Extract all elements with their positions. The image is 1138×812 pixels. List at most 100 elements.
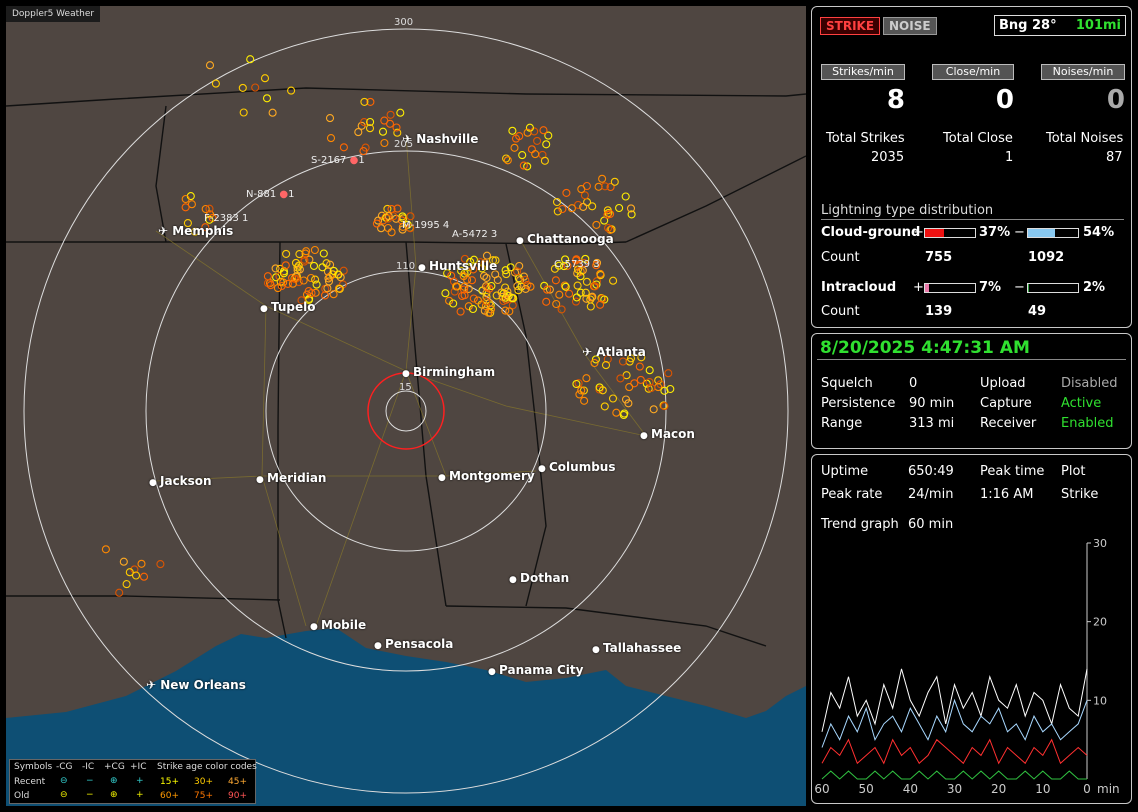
symbol-legend: Symbols -CG -IC +CG +IC Strike age color… [9, 759, 257, 804]
city-label: ● Birmingham [402, 365, 495, 379]
ic-positive-pct: 7% [979, 280, 1002, 295]
city-name: Tupelo [271, 300, 316, 314]
strike-marker [201, 204, 210, 214]
x-tick-label: 60 [814, 782, 829, 796]
strike-marker [579, 202, 588, 211]
storm-label[interactable]: S-2167 ●1 [311, 155, 365, 166]
city-name: Panama City [499, 663, 584, 677]
lightning-map[interactable]: Doppler5 Weather 300 205 110 15 S-2167 ●… [6, 6, 806, 806]
strike-marker [498, 292, 507, 301]
strike-marker [550, 264, 559, 273]
city-dot-icon: ● [418, 263, 429, 273]
ring-110 [265, 270, 547, 552]
storm-label[interactable]: C-5739 3 [554, 259, 600, 270]
strike-marker [467, 276, 477, 285]
strike-marker [441, 289, 450, 298]
strike-marker [567, 204, 576, 213]
strike-marker [615, 203, 624, 213]
strike-marker [515, 261, 524, 271]
strike-marker [659, 401, 668, 410]
storm-label[interactable]: A-5472 3 [452, 229, 498, 240]
ic-minus-sign: − [1014, 280, 1025, 295]
strike-marker [660, 386, 669, 395]
strike-marker [302, 247, 311, 256]
strike-marker [310, 245, 319, 255]
trend-graph-value[interactable]: 60 min [908, 517, 954, 532]
strike-marker [619, 410, 628, 420]
strike-marker [452, 282, 461, 291]
peak-time-label: Peak time [980, 464, 1045, 479]
strike-marker [485, 284, 494, 293]
trend-series-line [821, 770, 1087, 780]
strike-marker [590, 358, 599, 368]
strike-marker [606, 182, 615, 192]
strike-marker [329, 290, 338, 299]
city-label: ● Macon [640, 427, 695, 441]
persistence-label: Persistence [821, 396, 896, 411]
strike-stats-panel: STRIKE NOISE Bng 28° 101mi Strikes/min C… [811, 6, 1132, 328]
legend-minus-ic: -IC [82, 762, 95, 772]
noise-indicator[interactable]: NOISE [883, 17, 937, 35]
legend-old-label: Old [14, 791, 30, 801]
strike-marker [486, 301, 495, 310]
strike-marker [533, 136, 542, 145]
receiver-value[interactable]: Enabled [1061, 416, 1114, 431]
city-dot-icon: ● [509, 575, 520, 585]
strike-marker [372, 219, 381, 228]
info-divider [817, 359, 1126, 360]
upload-value[interactable]: Disabled [1061, 376, 1118, 391]
legend-plus-ic: +IC [130, 762, 147, 772]
legend-minus-cg: -CG [56, 762, 73, 772]
strike-marker [539, 126, 548, 135]
strike-marker [406, 212, 415, 221]
storm-label[interactable]: M-1995 4 [402, 220, 450, 231]
plot-value[interactable]: Strike [1061, 487, 1099, 502]
strike-marker [319, 249, 328, 258]
airport-icon: ✈ [146, 678, 161, 692]
strike-marker [396, 108, 405, 117]
strike-indicator[interactable]: STRIKE [820, 17, 881, 35]
strike-markers [101, 55, 675, 597]
strike-marker [622, 371, 631, 380]
strike-marker [288, 279, 297, 288]
strike-marker [322, 259, 331, 268]
x-tick-label: 40 [903, 782, 918, 796]
city-label: ● Dothan [509, 571, 569, 585]
strike-marker [649, 405, 658, 414]
storm-label[interactable]: F-2383 1 [204, 213, 249, 224]
strike-marker [469, 255, 479, 264]
close-range-ring [367, 372, 445, 450]
x-tick-label: 30 [947, 782, 962, 796]
strike-marker [503, 156, 512, 165]
strike-marker [664, 369, 673, 378]
strike-marker [119, 557, 128, 566]
strike-marker [576, 272, 585, 281]
storm-label[interactable]: N-881 ●1 [246, 189, 295, 200]
strike-marker [393, 204, 402, 213]
receiver-label: Receiver [980, 416, 1037, 431]
system-info-panel: 8/20/2025 4:47:31 AM Squelch 0 Persisten… [811, 333, 1132, 449]
strike-marker [544, 131, 553, 140]
city-name: Huntsville [429, 259, 498, 273]
strike-marker [291, 258, 301, 267]
strike-marker [592, 220, 601, 229]
strike-marker [517, 282, 526, 291]
strike-marker [190, 227, 200, 236]
noises-per-min-value: 0 [1106, 85, 1125, 115]
cg-plus-sign: + [913, 225, 924, 240]
strike-marker [479, 271, 489, 281]
strike-marker [482, 297, 491, 306]
strike-marker [445, 296, 454, 305]
city-name: Montgomery [449, 469, 535, 483]
capture-value[interactable]: Active [1061, 396, 1102, 411]
strike-marker [287, 86, 296, 95]
strike-marker [555, 290, 564, 299]
strike-marker [635, 362, 644, 371]
map-canvas[interactable] [6, 6, 806, 806]
strike-marker [505, 307, 514, 316]
strike-marker [304, 287, 313, 296]
strike-marker [627, 210, 636, 219]
strike-marker [211, 79, 220, 88]
peak-rate-label: Peak rate [821, 487, 883, 502]
cg-positive-bar [924, 228, 976, 238]
